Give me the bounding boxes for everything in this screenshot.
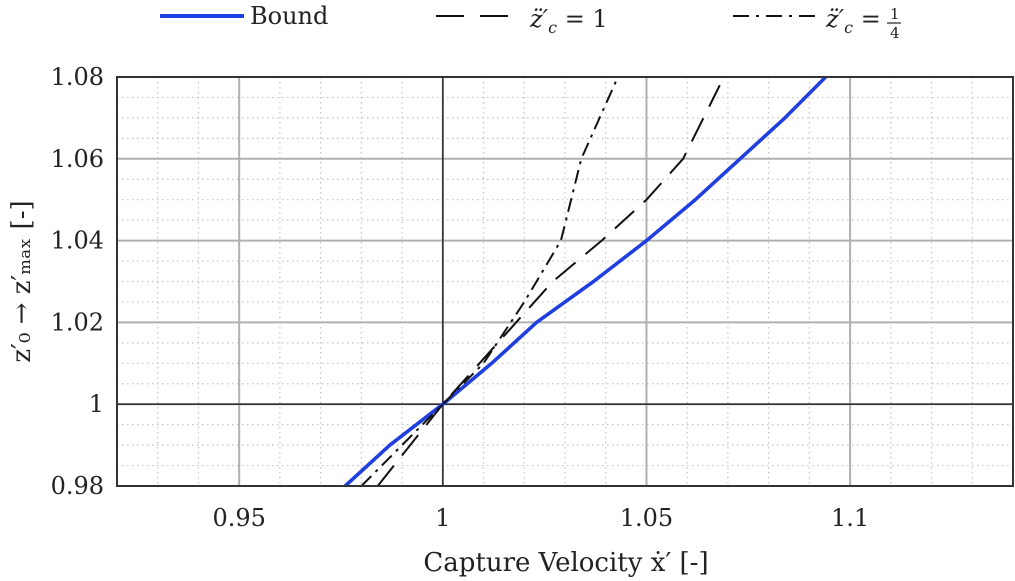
x-axis-label: Capture Velocity ẋ′ [-]	[423, 548, 708, 578]
legend-label-dashdot: z̈′c =	[825, 5, 881, 37]
series-line-2	[360, 76, 619, 487]
plot-area: 0.95 1 1.05 1.1 0.98 1 1.02 1.04 1.06 1.08 Capture…	[7, 63, 1014, 578]
legend-frac-num: 1	[890, 5, 900, 23]
x-tick-label: 1	[435, 504, 450, 532]
y-tick-label: 1.04	[51, 227, 104, 255]
legend-label-bound: Bound	[250, 2, 328, 30]
y-tick-label: 1.06	[51, 145, 104, 173]
y-tick-label: 1.02	[51, 308, 104, 336]
legend-frac-den: 4	[890, 24, 900, 42]
y-tick-label: 0.98	[51, 472, 104, 500]
legend: Bound z̈′c = 1 z̈′c = 1 4	[160, 2, 901, 42]
x-tick-label: 1.1	[831, 504, 869, 532]
series-line-0	[343, 75, 827, 488]
x-tick-label: 1.05	[620, 504, 673, 532]
x-tick-label: 0.95	[212, 504, 265, 532]
series-line-1	[376, 84, 721, 487]
y-tick-label: 1	[89, 390, 104, 418]
y-tick-label: 1.08	[51, 63, 104, 91]
legend-label-dashed: z̈′c = 1	[529, 5, 608, 37]
y-axis-label: z′₀ → z′ₘₐₓ [-]	[7, 200, 37, 362]
axes-frame	[116, 76, 1014, 487]
